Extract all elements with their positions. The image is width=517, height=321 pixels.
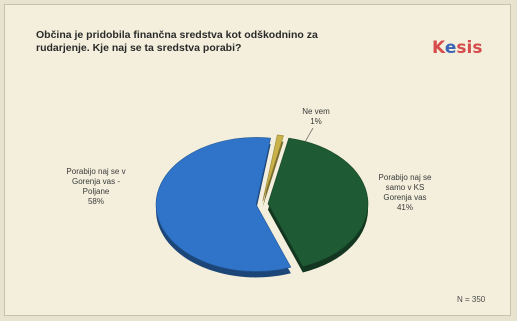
logo-part-k: K — [432, 38, 445, 58]
label-ne-vem-text: Ne vem — [302, 107, 330, 116]
label-right-line-1: Porabijo naj se — [378, 173, 432, 182]
label-left-line-2: Gorenja vas - — [71, 177, 121, 186]
pie-slices — [155, 127, 369, 278]
chart-title-line-2: rudarjenje. Kje naj se ta sredstva porab… — [36, 42, 242, 55]
label-ne-vem: Ne vem 1% — [296, 107, 336, 127]
label-ks-gorenja-vas: Porabijo naj se samo v KS Gorenja vas 41… — [360, 173, 450, 213]
label-ne-vem-value: 1% — [310, 117, 322, 126]
label-right-value: 41% — [396, 203, 413, 212]
chart-title-line-1: Občina je pridobila finančna sredstva ko… — [36, 29, 318, 41]
chart-title: Občina je pridobila finančna sredstva ko… — [36, 29, 396, 55]
label-right-line-2: samo v KS — [385, 183, 425, 192]
pie-slice-0 — [267, 137, 369, 267]
label-gorenja-vas-poljane: Porabijo naj se v Gorenja vas - Poljane … — [48, 167, 144, 207]
label-left-value: 58% — [87, 197, 104, 206]
label-left-line-3: Poljane — [82, 187, 110, 196]
label-right-line-3: Gorenja vas — [383, 193, 427, 202]
pie-slice-2 — [262, 134, 284, 202]
logo-part-sis: sis — [456, 38, 483, 58]
label-left-line-1: Porabijo naj se v — [66, 167, 126, 176]
kesis-logo: Kesis — [432, 38, 482, 58]
logo-part-e: e — [444, 38, 457, 58]
pie-slice-depth-2 — [262, 140, 284, 208]
pie-slice-1 — [155, 137, 292, 272]
ne-vem-leader-line — [304, 127, 314, 143]
sample-size-note: N = 350 — [457, 295, 486, 304]
